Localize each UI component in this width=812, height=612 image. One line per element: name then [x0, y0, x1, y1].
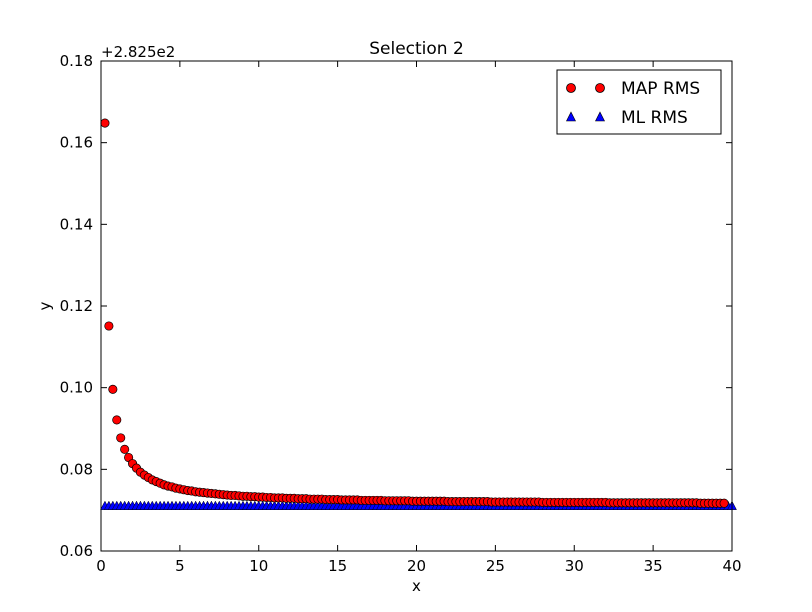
- x-axis-label: x: [412, 577, 421, 595]
- data-points: [100, 118, 737, 510]
- chart-title: Selection 2: [369, 39, 464, 59]
- y-axis-label: y: [36, 301, 54, 310]
- y-axis-offset-text: +2.825e2: [101, 43, 175, 61]
- axis-ticks: 0 5 10 15 20 25 30 35 40 0.06 0.08 0.10 0.12 0.14 0.16…: [60, 52, 742, 575]
- x-tick-label: 30: [565, 557, 584, 575]
- legend: MAP RMS ML RMS: [556, 69, 722, 135]
- x-tick-label: 10: [249, 557, 268, 575]
- y-tick-label: 0.10: [60, 379, 93, 397]
- x-tick-label: 20: [407, 557, 426, 575]
- map-rms-point: [116, 433, 126, 443]
- y-tick-label: 0.14: [60, 215, 93, 233]
- x-tick-label: 15: [328, 557, 347, 575]
- map-rms-point: [108, 384, 118, 394]
- y-tick-label: 0.18: [60, 52, 93, 70]
- legend-marker-ml-rms: [566, 111, 576, 122]
- map-rms-point: [104, 321, 114, 331]
- map-rms-point: [100, 118, 110, 128]
- plot-frame: [100, 60, 733, 552]
- legend-marker-ml-rms: [595, 111, 605, 122]
- legend-label-map-rms: MAP RMS: [621, 79, 700, 99]
- legend-box: [556, 69, 722, 135]
- map-rms-point: [112, 415, 122, 425]
- y-tick-label: 0.12: [60, 297, 93, 315]
- x-tick-label: 0: [96, 557, 106, 575]
- map-rms-point: [120, 444, 130, 454]
- x-tick-label: 40: [722, 557, 741, 575]
- y-tick-label: 0.16: [60, 134, 93, 152]
- x-tick-label: 5: [175, 557, 185, 575]
- legend-label-ml-rms: ML RMS: [621, 108, 688, 128]
- map-rms-point: [719, 498, 729, 508]
- y-tick-label: 0.06: [60, 542, 93, 560]
- legend-marker-map-rms: [595, 83, 605, 93]
- plot-area: [101, 61, 732, 551]
- x-tick-label: 25: [486, 557, 505, 575]
- x-tick-label: 35: [644, 557, 663, 575]
- legend-marker-map-rms: [566, 83, 576, 93]
- y-tick-label: 0.08: [60, 460, 93, 478]
